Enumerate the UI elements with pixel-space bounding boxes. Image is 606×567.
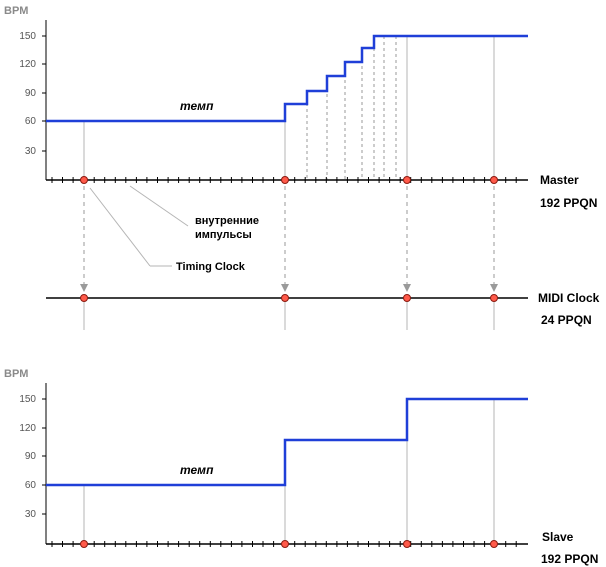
slave-y-ticks [42,398,46,515]
master-step-dashes [306,36,397,180]
master-dot [80,176,88,184]
slave-ytick-30: 30 [25,509,37,520]
midi-clock-dot [281,294,289,302]
midi-clock-label: MIDI Clock [538,291,600,305]
slave-graph: BPM 150 120 90 60 30 темп [4,368,598,566]
slave-ppqn-label: 192 PPQN [541,552,598,566]
slave-dot [281,540,289,548]
master-tempo-label: темп [180,99,214,113]
master-dot [281,176,289,184]
internal-pulses-label-line2: импульсы [195,229,252,241]
master-ytick-30: 30 [25,146,37,157]
slave-label: Slave [542,530,574,544]
master-label: Master [540,173,579,187]
midi-clock-dot [490,294,498,302]
arrow-head [281,284,289,292]
slave-dot [490,540,498,548]
slave-ytick-60: 60 [25,480,37,491]
timing-clock-pointer [89,187,151,267]
arrow-heads [80,284,498,292]
slave-guides [83,399,495,544]
slave-tempo-line [46,397,528,487]
slave-tempo-label: темп [180,463,214,477]
internal-pulses-pointer [129,185,189,227]
slave-dot [403,540,411,548]
timing-clock-label: Timing Clock [176,261,246,273]
midi-clock-ppqn-label: 24 PPQN [541,313,592,327]
midi-clock-line: MIDI Clock 24 PPQN [46,291,600,330]
arrow-head [80,284,88,292]
slave-bpm-axis-title: BPM [4,368,28,380]
slave-ytick-120: 120 [19,423,36,434]
internal-pulses-label-line1: внутренние [195,215,259,227]
slave-timing-dots [80,540,498,548]
midi-clock-dots [80,294,498,302]
master-graph: BPM 150 120 90 60 30 [4,5,597,210]
slave-ytick-150: 150 [19,394,36,405]
master-ytick-90: 90 [25,88,37,99]
slave-time-ticks [51,541,517,547]
midi-clock-dot [80,294,88,302]
midi-clock-dot [403,294,411,302]
master-timing-dots [80,176,498,184]
master-to-midi-arrows [83,186,495,284]
master-ytick-150: 150 [19,31,36,42]
master-dot [403,176,411,184]
annotations: внутренние импульсы Timing Clock [89,185,259,273]
master-tempo-line [46,34,528,123]
slave-dot [80,540,88,548]
arrow-head [490,284,498,292]
slave-ytick-90: 90 [25,451,37,462]
master-y-ticks [42,35,46,152]
master-ytick-60: 60 [25,116,37,127]
master-ppqn-label: 192 PPQN [540,196,597,210]
master-bpm-axis-title: BPM [4,5,28,17]
master-ytick-120: 120 [19,59,36,70]
arrow-head [403,284,411,292]
master-guides [83,36,495,180]
master-dot [490,176,498,184]
